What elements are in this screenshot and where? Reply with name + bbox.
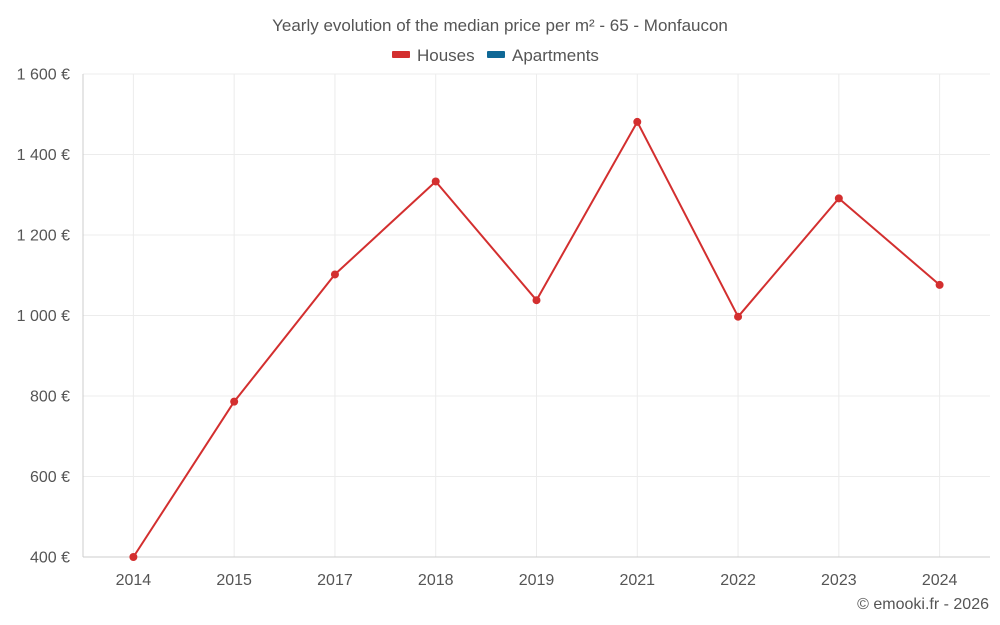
chart-title: Yearly evolution of the median price per…: [272, 16, 728, 35]
x-tick-label: 2018: [418, 572, 454, 589]
legend-item-houses[interactable]: Houses: [392, 46, 475, 65]
x-tick-label: 2021: [619, 572, 655, 589]
legend-item-apartments[interactable]: Apartments: [487, 46, 599, 65]
y-tick-label: 1 400 €: [17, 147, 70, 164]
data-point-houses-2014[interactable]: [129, 553, 138, 561]
y-tick-label: 800 €: [30, 389, 70, 406]
x-tick-label: 2014: [116, 572, 152, 589]
grid: [83, 73, 990, 557]
legend-label-houses: Houses: [417, 46, 475, 65]
x-tick-label: 2024: [922, 572, 958, 589]
x-tick-label: 2019: [519, 572, 555, 589]
y-tick-label: 400 €: [30, 550, 70, 567]
y-tick-label: 600 €: [30, 469, 70, 486]
y-tick-label: 1 000 €: [17, 308, 70, 325]
data-point-houses-2017[interactable]: [330, 270, 339, 279]
data-point-houses-2015[interactable]: [230, 397, 239, 406]
data-point-houses-2023[interactable]: [834, 194, 843, 203]
legend-swatch-houses: [392, 51, 410, 58]
x-tick-label: 2015: [216, 572, 252, 589]
data-point-houses-2019[interactable]: [532, 296, 541, 305]
data-point-houses-2022[interactable]: [734, 312, 743, 321]
y-tick-label: 1 600 €: [17, 67, 70, 84]
y-axis-ticks: 400 € 600 € 800 € 1 000 € 1 200 € 1 400 € 1 60…: [17, 67, 70, 567]
data-point-houses-2024[interactable]: [935, 280, 944, 289]
x-tick-label: 2023: [821, 572, 857, 589]
x-tick-label: 2022: [720, 572, 756, 589]
axes: [82, 74, 990, 558]
legend-label-apartments: Apartments: [512, 46, 599, 65]
data-point-houses-2021[interactable]: [633, 117, 642, 126]
series: [129, 117, 944, 561]
x-tick-label: 2017: [317, 572, 353, 589]
x-axis-ticks: 2014 2015 2017 2018 2019 2021 2022 2023 2024: [116, 572, 958, 589]
credit-text: © emooki.fr - 2026: [857, 596, 989, 613]
legend: Houses Apartments: [392, 46, 599, 65]
legend-swatch-apartments: [487, 51, 505, 58]
data-point-houses-2018[interactable]: [431, 177, 440, 186]
y-tick-label: 1 200 €: [17, 228, 70, 245]
